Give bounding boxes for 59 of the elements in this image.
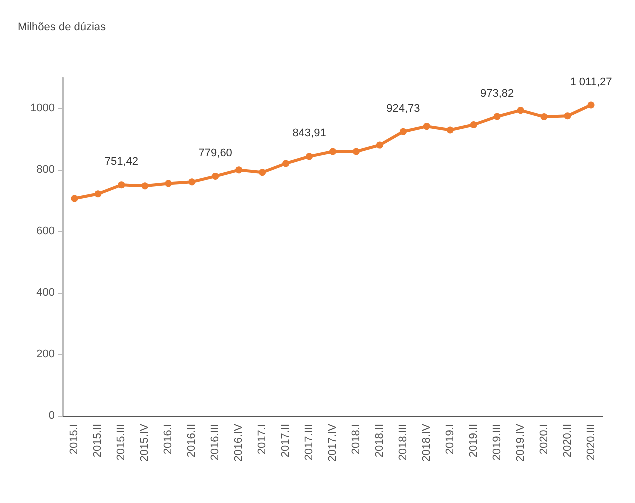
data-label: 1 011,27: [570, 76, 612, 88]
x-tick-label: 2019.II: [468, 424, 480, 458]
point: [118, 182, 126, 189]
x-tick-label: 2015.III: [116, 424, 128, 461]
point: [282, 160, 290, 168]
x-tick-label: 2017.IV: [327, 423, 339, 462]
x-tick-label: 2016.III: [210, 424, 222, 461]
data-label: 779,60: [198, 147, 232, 160]
point: [376, 142, 384, 149]
x-tick-label: 2016.I: [162, 424, 175, 455]
x-tick-label: 2016.IV: [233, 423, 246, 462]
x-tick-label: 2018.IV: [420, 423, 433, 462]
x-tick-label: 2017.III: [304, 424, 316, 461]
point: [165, 180, 172, 188]
y-axis-title: Milhões de dúzias: [18, 22, 107, 34]
x-tick-label: 2017.II: [280, 424, 292, 458]
point: [306, 153, 314, 160]
x-tick-label: 2020.II: [562, 424, 574, 458]
point: [564, 112, 572, 120]
point: [517, 107, 524, 114]
point: [400, 128, 407, 136]
x-tick-label: 2017.I: [256, 424, 269, 455]
x-tick-label: 2019.I: [444, 424, 456, 455]
point: [236, 166, 243, 174]
x-tick-label: 2015.II: [92, 424, 104, 458]
data-label: 843,91: [292, 128, 326, 140]
point: [352, 148, 360, 156]
point: [142, 182, 149, 190]
x-tick-label: 2018.I: [350, 424, 362, 455]
point: [423, 123, 430, 130]
point: [212, 172, 220, 180]
y-tick-label: 200: [36, 348, 55, 361]
point: [188, 178, 196, 186]
point: [259, 169, 266, 176]
point: [330, 148, 336, 156]
x-tick-label: 2019.IV: [514, 423, 527, 462]
y-tick-label: 1000: [30, 102, 55, 115]
point: [540, 114, 548, 121]
y-tick-label: 0: [48, 410, 55, 422]
x-tick-label: 2015.I: [68, 424, 81, 455]
x-tick-label: 2019.III: [491, 424, 504, 461]
x-tick-label: 2018.II: [374, 424, 386, 458]
x-tick-label: 2020.III: [585, 424, 598, 461]
y-tick-label: 800: [36, 164, 55, 176]
point: [94, 190, 102, 198]
point: [446, 126, 454, 134]
y-tick-label: 400: [36, 287, 55, 300]
x-tick-label: 2018.III: [397, 424, 410, 461]
point: [71, 195, 78, 202]
point: [588, 102, 595, 109]
x-tick-label: 2020.I: [538, 424, 550, 455]
point: [470, 122, 478, 129]
data-label: 973,82: [480, 88, 514, 100]
data-label: 924,73: [386, 102, 420, 115]
x-tick-label: 2015.IV: [139, 423, 152, 462]
x-tick-label: 2016.II: [186, 424, 198, 458]
data-label: 751,42: [104, 156, 139, 168]
point: [494, 113, 501, 120]
y-tick-label: 600: [36, 226, 55, 238]
